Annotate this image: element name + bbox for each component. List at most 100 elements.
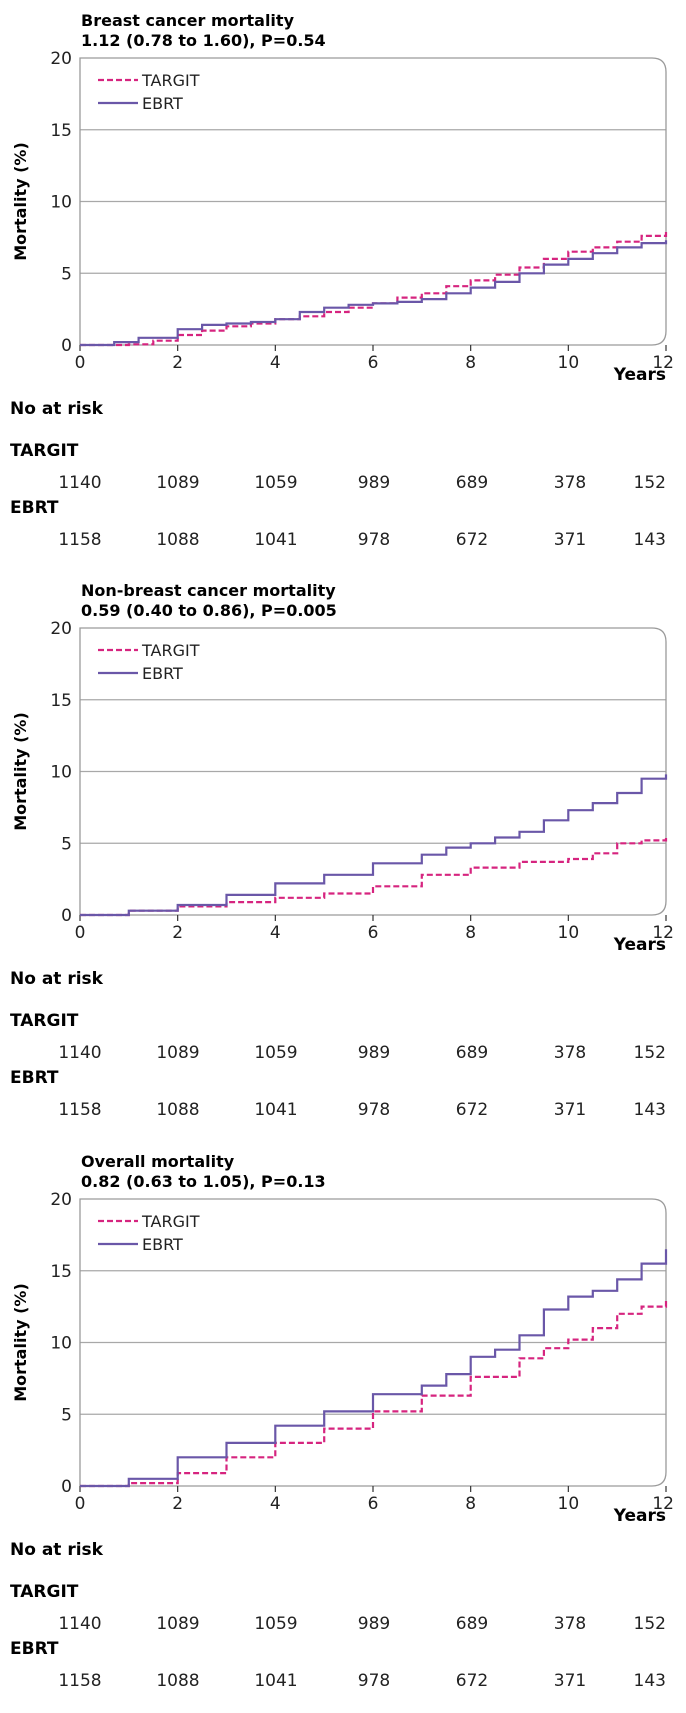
- at-risk-count: 1059: [254, 1043, 297, 1063]
- legend-label: TARGIT: [141, 71, 200, 90]
- x-axis-label: Years: [613, 365, 666, 385]
- x-axis-label: Years: [613, 1506, 666, 1526]
- x-tick-label: 0: [75, 1494, 86, 1514]
- at-risk-count: 1140: [58, 1614, 101, 1634]
- at-risk-row-label: EBRT: [10, 1068, 59, 1088]
- chart-title: Overall mortality: [81, 1152, 235, 1171]
- at-risk-count: 989: [358, 473, 390, 493]
- y-tick-label: 10: [50, 763, 72, 783]
- y-tick-label: 0: [61, 906, 72, 926]
- at-risk-count: 1158: [58, 1671, 101, 1691]
- series-line-ebrt: [80, 1249, 668, 1488]
- y-tick-label: 5: [61, 834, 72, 854]
- at-risk-count: 672: [456, 1100, 488, 1120]
- x-tick-label: 10: [558, 353, 580, 373]
- x-tick-label: 6: [368, 353, 379, 373]
- at-risk-count: 371: [554, 1100, 586, 1120]
- at-risk-count: 1088: [156, 530, 199, 550]
- at-risk-count: 1089: [156, 473, 199, 493]
- x-tick-label: 6: [368, 923, 379, 943]
- x-tick-label: 4: [270, 923, 281, 943]
- at-risk-count: 143: [634, 1671, 666, 1691]
- at-risk-count: 1140: [58, 1043, 101, 1063]
- chart-panel-2: Non-breast cancer mortality 0.59 (0.40 to…: [0, 570, 686, 1140]
- x-tick-label: 2: [172, 353, 183, 373]
- at-risk-count: 1089: [156, 1043, 199, 1063]
- at-risk-count: 152: [634, 1043, 666, 1063]
- chart-panel-3: Overall mortality 0.82 (0.63 to 1.05), P=…: [0, 1141, 686, 1711]
- y-tick-label: 15: [50, 691, 72, 711]
- plot-frame: [79, 57, 667, 346]
- plot-frame: [79, 1198, 667, 1487]
- chart-subtitle: 1.12 (0.78 to 1.60), P=0.54: [81, 31, 326, 50]
- y-tick-label: 20: [50, 619, 72, 639]
- series-line-targit: [80, 1300, 668, 1488]
- at-risk-count: 1041: [254, 530, 297, 550]
- x-tick-label: 4: [270, 1494, 281, 1514]
- at-risk-count: 143: [634, 1100, 666, 1120]
- chart-panel-1: Breast cancer mortality 1.12 (0.78 to 1.6…: [0, 0, 686, 570]
- x-tick-label: 0: [75, 923, 86, 943]
- y-tick-label: 5: [61, 264, 72, 284]
- x-tick-label: 8: [465, 923, 476, 943]
- x-tick-label: 2: [172, 1494, 183, 1514]
- series-line-ebrt: [80, 774, 668, 917]
- x-tick-label: 2: [172, 923, 183, 943]
- plot-frame: [79, 627, 667, 916]
- at-risk-count: 152: [634, 1614, 666, 1634]
- at-risk-count: 1089: [156, 1614, 199, 1634]
- x-tick-label: 12: [652, 923, 674, 943]
- at-risk-count: 143: [634, 530, 666, 550]
- x-tick-label: 6: [368, 1494, 379, 1514]
- y-tick-label: 20: [50, 1190, 72, 1210]
- chart-title: Breast cancer mortality: [81, 11, 295, 30]
- x-tick-label: 12: [652, 353, 674, 373]
- at-risk-row-label: TARGIT: [10, 441, 79, 461]
- at-risk-count: 672: [456, 1671, 488, 1691]
- at-risk-row-label: TARGIT: [10, 1011, 79, 1031]
- at-risk-count: 1158: [58, 530, 101, 550]
- chart-subtitle: 0.59 (0.40 to 0.86), P=0.005: [81, 601, 337, 620]
- at-risk-count: 378: [554, 1043, 586, 1063]
- at-risk-count: 989: [358, 1043, 390, 1063]
- series-line-targit: [80, 837, 668, 917]
- legend-label: TARGIT: [141, 1212, 200, 1231]
- x-tick-label: 12: [652, 1494, 674, 1514]
- x-tick-label: 8: [465, 1494, 476, 1514]
- y-tick-label: 15: [50, 121, 72, 141]
- x-tick-label: 4: [270, 353, 281, 373]
- at-risk-count: 978: [358, 1100, 390, 1120]
- y-tick-label: 0: [61, 336, 72, 356]
- at-risk-count: 672: [456, 530, 488, 550]
- y-axis-label: Mortality (%): [11, 712, 30, 831]
- legend-label: EBRT: [142, 664, 183, 683]
- at-risk-count: 1088: [156, 1100, 199, 1120]
- chart-title: Non-breast cancer mortality: [81, 581, 336, 600]
- at-risk-heading: No at risk: [10, 1540, 104, 1560]
- chart-subtitle: 0.82 (0.63 to 1.05), P=0.13: [81, 1172, 326, 1191]
- at-risk-row-label: EBRT: [10, 1639, 59, 1659]
- at-risk-count: 689: [456, 473, 488, 493]
- at-risk-count: 152: [634, 473, 666, 493]
- at-risk-count: 371: [554, 530, 586, 550]
- at-risk-count: 371: [554, 1671, 586, 1691]
- y-tick-label: 10: [50, 193, 72, 213]
- y-tick-label: 20: [50, 49, 72, 69]
- x-tick-label: 0: [75, 353, 86, 373]
- at-risk-heading: No at risk: [10, 969, 104, 989]
- legend-label: EBRT: [142, 94, 183, 113]
- at-risk-count: 1088: [156, 1671, 199, 1691]
- at-risk-count: 989: [358, 1614, 390, 1634]
- at-risk-count: 378: [554, 473, 586, 493]
- x-tick-label: 8: [465, 353, 476, 373]
- at-risk-count: 1158: [58, 1100, 101, 1120]
- at-risk-row-label: EBRT: [10, 498, 59, 518]
- at-risk-count: 1059: [254, 1614, 297, 1634]
- at-risk-heading: No at risk: [10, 399, 104, 419]
- at-risk-count: 978: [358, 530, 390, 550]
- y-tick-label: 15: [50, 1262, 72, 1282]
- y-tick-label: 0: [61, 1477, 72, 1497]
